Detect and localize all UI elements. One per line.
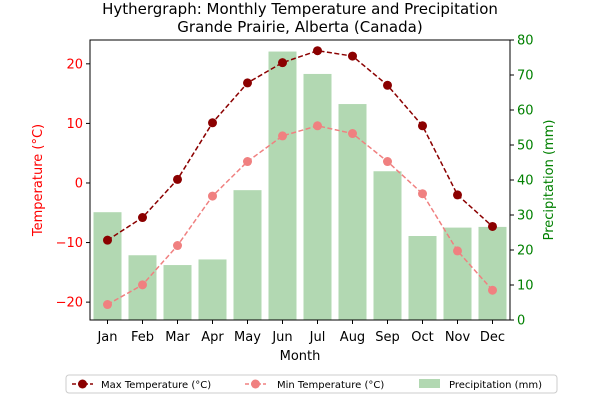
max-temp-point-mar — [173, 174, 182, 184]
precipitation-bar-mar — [163, 265, 192, 320]
legend-max-marker — [78, 379, 87, 389]
min-temp-point-jun — [278, 131, 287, 141]
precipitation-bar-may — [233, 190, 262, 320]
x-tick-label: Jan — [96, 330, 117, 345]
right-tick-label: 70 — [517, 69, 534, 84]
precipitation-bar-oct — [408, 236, 437, 320]
x-tick-label: Mar — [165, 330, 190, 345]
min-temp-point-jul — [313, 121, 322, 131]
legend-max-label: Max Temperature (°C) — [101, 380, 211, 391]
legend-min-label: Min Temperature (°C) — [277, 380, 384, 391]
max-temp-point-jan — [103, 235, 112, 245]
right-tick-label: 40 — [517, 174, 534, 189]
min-temp-point-dec — [488, 285, 497, 295]
min-temp-point-nov — [453, 246, 462, 256]
x-tick-label: Aug — [340, 330, 365, 345]
max-temp-point-may — [243, 78, 252, 88]
right-precipitation-axis: 0 10 20 30 40 50 60 70 80 — [510, 34, 534, 329]
precipitation-bar-aug — [338, 104, 367, 320]
legend-precip-label: Precipitation (mm) — [449, 380, 542, 391]
max-temp-point-dec — [488, 221, 497, 231]
chart-title-line2: Grande Prairie, Alberta (Canada) — [177, 18, 422, 36]
right-tick-label: 60 — [517, 104, 534, 119]
x-tick-label: Jun — [271, 330, 292, 345]
min-temp-point-apr — [208, 191, 217, 201]
max-temp-point-sep — [383, 80, 392, 90]
min-temp-point-may — [243, 157, 252, 167]
right-axis-label: Precipitation (mm) — [542, 120, 557, 241]
min-temp-point-aug — [348, 129, 357, 139]
right-tick-label: 50 — [517, 139, 534, 154]
precipitation-bar-jun — [268, 51, 297, 321]
x-axis-label: Month — [280, 349, 321, 364]
right-tick-label: 10 — [517, 279, 534, 294]
min-temp-point-jan — [103, 300, 112, 310]
left-tick-label: −10 — [56, 236, 83, 251]
max-temp-point-jul — [313, 46, 322, 56]
x-tick-label: Feb — [131, 330, 154, 345]
x-tick-label: May — [234, 330, 261, 345]
max-temp-point-apr — [208, 118, 217, 128]
precipitation-bar-nov — [443, 227, 472, 320]
left-axis-label: Temperature (°C) — [31, 124, 46, 237]
precipitation-bar-jul — [303, 73, 332, 320]
max-temp-point-oct — [418, 121, 427, 131]
right-tick-label: 20 — [517, 244, 534, 259]
precipitation-bar-apr — [198, 259, 227, 320]
legend-min-marker — [251, 379, 260, 389]
min-temp-point-oct — [418, 189, 427, 199]
x-month-axis: Jan Feb Mar Apr May Jun Jul Aug Sep Oct Nov Dec — [96, 320, 505, 345]
x-tick-label: Dec — [480, 330, 505, 345]
precipitation-bar-dec — [478, 226, 507, 320]
max-temp-point-nov — [453, 190, 462, 200]
min-temp-line — [107, 125, 494, 306]
right-tick-label: 0 — [517, 314, 525, 329]
max-temp-point-aug — [348, 51, 357, 61]
left-tick-label: 20 — [66, 57, 83, 72]
x-tick-label: Nov — [445, 330, 471, 345]
min-temp-point-mar — [173, 241, 182, 251]
x-tick-label: Jul — [309, 330, 326, 345]
min-temp-point-feb — [138, 280, 147, 290]
min-temp-point-sep — [383, 157, 392, 167]
legend-precip-swatch — [419, 379, 440, 388]
left-tick-label: 0 — [75, 176, 83, 191]
x-tick-label: Sep — [375, 330, 400, 345]
max-temp-point-jun — [278, 58, 287, 68]
left-temperature-axis: −20 −10 0 10 20 — [56, 57, 90, 311]
left-tick-label: 10 — [66, 117, 83, 132]
left-tick-label: −20 — [56, 296, 83, 311]
temperature-lines — [103, 46, 497, 310]
legend: Max Temperature (°C) Min Temperature (°C… — [65, 374, 558, 394]
x-tick-label: Apr — [201, 330, 224, 345]
chart-title-line1: Hythergraph: Monthly Temperature and Pre… — [102, 0, 498, 18]
max-temp-point-feb — [138, 213, 147, 223]
precipitation-bars — [93, 51, 507, 321]
right-tick-label: 30 — [517, 209, 534, 224]
x-tick-label: Oct — [411, 330, 433, 345]
right-tick-label: 80 — [517, 34, 534, 49]
precipitation-bar-sep — [373, 171, 402, 320]
max-temp-line — [107, 49, 494, 241]
